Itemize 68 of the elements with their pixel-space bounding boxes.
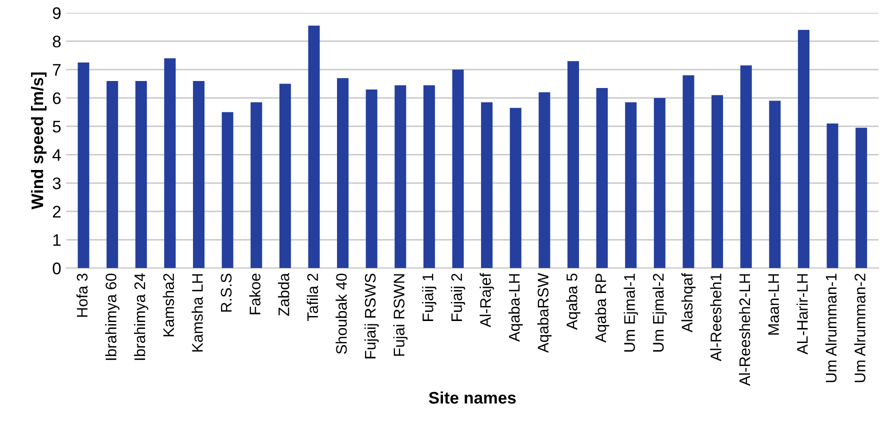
bar — [78, 62, 90, 268]
x-tick-label: Shoubak 40 — [336, 274, 347, 354]
x-tick-label: Alashqaf — [681, 272, 696, 332]
bar — [798, 30, 810, 268]
x-tick-label: Aqaba 5 — [566, 274, 580, 330]
x-tick-label: Zabda — [278, 272, 290, 316]
bar — [654, 98, 666, 268]
bar — [740, 65, 752, 268]
x-tick-label: Um Alrumman-1 — [825, 274, 837, 382]
x-tick-label: Fakoe — [249, 274, 260, 314]
bar — [308, 26, 320, 268]
x-tick-label: AqabaRSW — [537, 273, 552, 353]
x-tick-label: Maan-LH — [768, 274, 779, 335]
bar — [481, 102, 493, 268]
bar — [682, 75, 694, 268]
bar — [366, 89, 378, 268]
x-tick-label: Um Ejmal-1 — [624, 274, 638, 352]
x-tick-label: Kamsha LH — [192, 274, 203, 352]
bar — [106, 80, 118, 268]
x-tick-label: Hofa 3 — [76, 274, 88, 317]
bar — [164, 58, 176, 268]
y-tick-label: 7 — [52, 64, 61, 76]
bar — [337, 78, 349, 268]
bar — [222, 112, 234, 268]
y-tick-label: 8 — [52, 36, 61, 48]
x-tick-label: AL-Harir-LH — [796, 274, 808, 354]
x-tick-label: Kamsha2 — [162, 274, 174, 336]
x-tick-label: Aqaba-LH — [508, 274, 523, 342]
x-tick-label: Fujaij RSWS — [364, 274, 379, 358]
x-tick-label: Ibrahimya 60 — [105, 274, 120, 360]
bar — [567, 61, 579, 268]
bar — [279, 84, 291, 268]
y-tick-label: 3 — [52, 177, 61, 190]
bar — [769, 100, 781, 268]
y-tick-label: 6 — [52, 92, 61, 104]
bar — [192, 80, 204, 268]
x-tick-label: R.S.S — [220, 274, 232, 312]
bar — [712, 95, 724, 268]
bar — [596, 88, 608, 268]
y-tick-label: 5 — [52, 120, 61, 133]
y-tick-label: 9 — [52, 7, 61, 20]
x-axis-title: Site names — [428, 391, 516, 404]
bar — [423, 85, 435, 268]
x-tick-label: Fujai RSWN — [393, 274, 408, 356]
x-tick-label: Aqaba RP — [594, 274, 610, 343]
bar — [135, 80, 147, 268]
x-tick-label: Fujaij 1 — [422, 274, 436, 321]
x-tick-label: Al-Rajef — [480, 272, 494, 328]
bar — [538, 92, 550, 268]
y-tick-label: 2 — [52, 206, 61, 218]
x-tick-label: Ibrahimya 24 — [134, 273, 148, 360]
y-axis-title: Wind speed [m/s] — [31, 72, 47, 210]
bar — [250, 102, 262, 268]
x-tick-label: Um Alrumman-2 — [854, 274, 866, 382]
x-tick-label: Tafila 2 — [306, 274, 318, 322]
y-tick-label: 1 — [53, 234, 61, 246]
bar — [856, 128, 868, 268]
x-tick-label: Um Ejmal-2 — [652, 274, 667, 352]
x-tick-label: Al-Reesheh1 — [710, 274, 722, 362]
bar — [826, 123, 838, 268]
x-tick-label: Al-Reesheh2-LH — [738, 274, 750, 386]
bar — [510, 108, 522, 268]
y-tick-label: 0 — [52, 262, 61, 274]
bar — [625, 102, 637, 268]
y-tick-label: 4 — [52, 149, 61, 161]
x-tick-label: Fujaij 2 — [450, 274, 466, 321]
bar — [452, 70, 464, 268]
bar — [394, 85, 406, 268]
